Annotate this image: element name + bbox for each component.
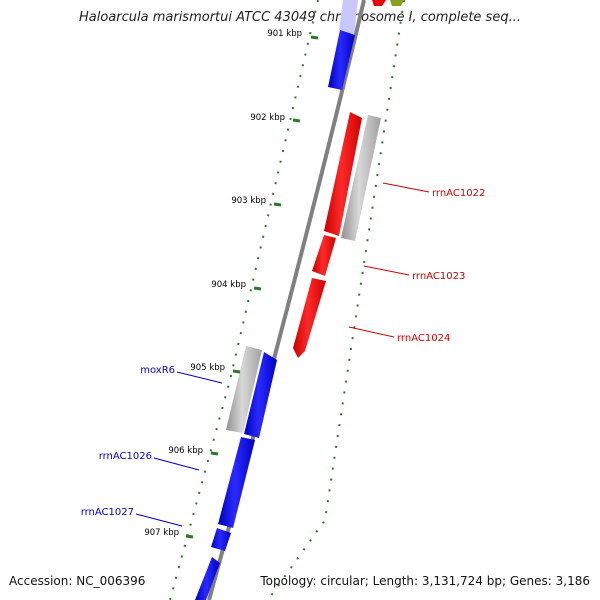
- tick-label: 907 kbp: [144, 528, 179, 538]
- feature-gray-1: [341, 115, 381, 241]
- gene-label: rrnAC1026: [99, 451, 152, 462]
- tick-mark: [185, 534, 194, 539]
- gene-forward-bottom: [195, 557, 220, 600]
- gene-label: rrnAC1023: [412, 271, 465, 282]
- partial-feature-lilac: [339, 0, 358, 35]
- tick-label: 902 kbp: [250, 113, 285, 123]
- summary-text: Topology: circular; Length: 3,131,724 bp…: [260, 574, 590, 588]
- tick-mark: [310, 35, 319, 40]
- gene-label-group: rrnAC1022 rrnAC1023 rrnAC1024 moxR6 rrnAC102…: [81, 182, 485, 527]
- gene-reverse-rrnAC1023: [312, 235, 336, 276]
- tick-label: 904 kbp: [211, 280, 246, 290]
- gene-reverse-rrnAC1024: [293, 278, 326, 358]
- accession-text: Accession: NC_006396: [9, 574, 146, 588]
- tick-mark: [273, 202, 282, 207]
- gene-label: rrnAC1022: [432, 188, 485, 199]
- gene-leader-line: [153, 457, 200, 471]
- gene-leader-line: [348, 326, 395, 338]
- tick-label: 903 kbp: [231, 196, 266, 206]
- gene-leader-line: [176, 371, 223, 384]
- tick-mark: [232, 369, 241, 374]
- partial-feature-olive: [390, 0, 404, 6]
- gene-forward-rrnAC1027: [211, 528, 231, 551]
- partial-feature-red: [372, 0, 386, 6]
- gene-leader-line: [382, 182, 430, 193]
- gene-leader-line: [135, 513, 183, 527]
- tick-label: 906 kbp: [168, 446, 203, 456]
- tick-mark: [210, 451, 219, 456]
- gene-label: rrnAC1027: [81, 507, 134, 518]
- gene-forward-moxR6: [244, 352, 277, 438]
- gene-forward-1: [328, 30, 355, 90]
- tick-label: 905 kbp: [190, 363, 225, 373]
- tick-label: 901 kbp: [267, 29, 302, 39]
- gene-leader-line: [363, 265, 410, 276]
- gene-reverse-rrnAC1022: [324, 112, 362, 236]
- tick-group: 901 kbp 902 kbp 903 kbp 904 kbp 905 kbp 906 k…: [144, 29, 319, 539]
- feature-gray-2: [226, 346, 262, 433]
- inner-ruler: [169, 0, 319, 600]
- tick-mark: [292, 118, 301, 123]
- gene-label: rrnAC1024: [397, 333, 450, 344]
- tick-mark: [253, 286, 262, 291]
- gene-forward-rrnAC1026: [218, 437, 255, 528]
- gene-label: moxR6: [140, 365, 175, 376]
- map-title: Haloarcula marismortui ATCC 43049 chromo…: [79, 10, 521, 25]
